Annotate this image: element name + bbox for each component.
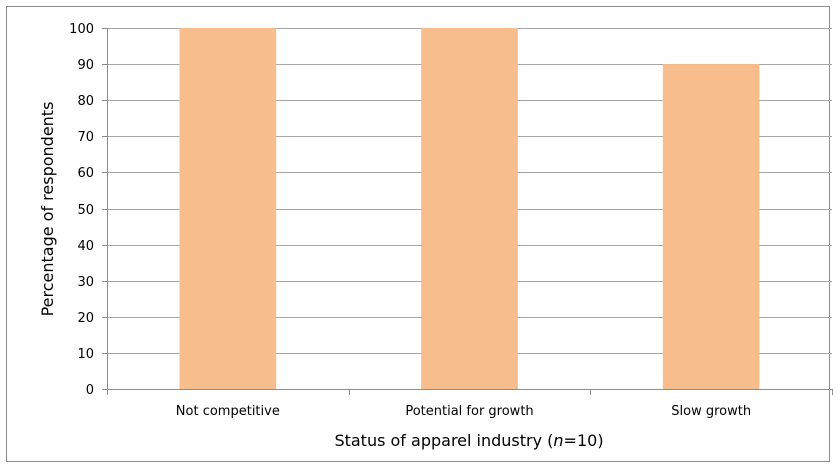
y-tick-label-10: 10 [77, 347, 94, 362]
y-tick-label-40: 40 [77, 239, 94, 254]
bar-2 [421, 28, 518, 389]
y-tick-label-80: 80 [77, 94, 94, 109]
x-axis-title-prefix: Status of apparel industry ( [334, 431, 553, 450]
axes [102, 28, 833, 395]
y-tick-label-70: 70 [77, 130, 94, 145]
x-tick-label-1: Not competitive [176, 404, 280, 419]
y-tick-label-60: 60 [77, 166, 94, 181]
y-tick-label-20: 20 [77, 311, 94, 326]
y-tick-label-0: 0 [86, 383, 94, 398]
bars [179, 28, 760, 389]
x-tick-label-2: Potential for growth [405, 404, 533, 419]
bar-1 [179, 28, 277, 389]
x-tick-label-3: Slow growth [671, 404, 751, 419]
x-axis-title-variable: n [553, 431, 563, 450]
y-tick-label-50: 50 [77, 203, 94, 218]
y-tick-label-90: 90 [77, 58, 94, 73]
y-tick-label-100: 100 [69, 22, 94, 37]
x-axis-title: Status of apparel industry (n=10) [334, 431, 603, 450]
bar-3 [662, 64, 760, 389]
y-tick-label-30: 30 [77, 275, 94, 290]
y-axis-title: Percentage of respondents [38, 102, 57, 317]
x-axis-title-suffix: =10) [564, 431, 604, 450]
tick-labels: 0 10 20 30 40 50 60 70 80 90 100 Not competitive Pot… [69, 22, 751, 419]
